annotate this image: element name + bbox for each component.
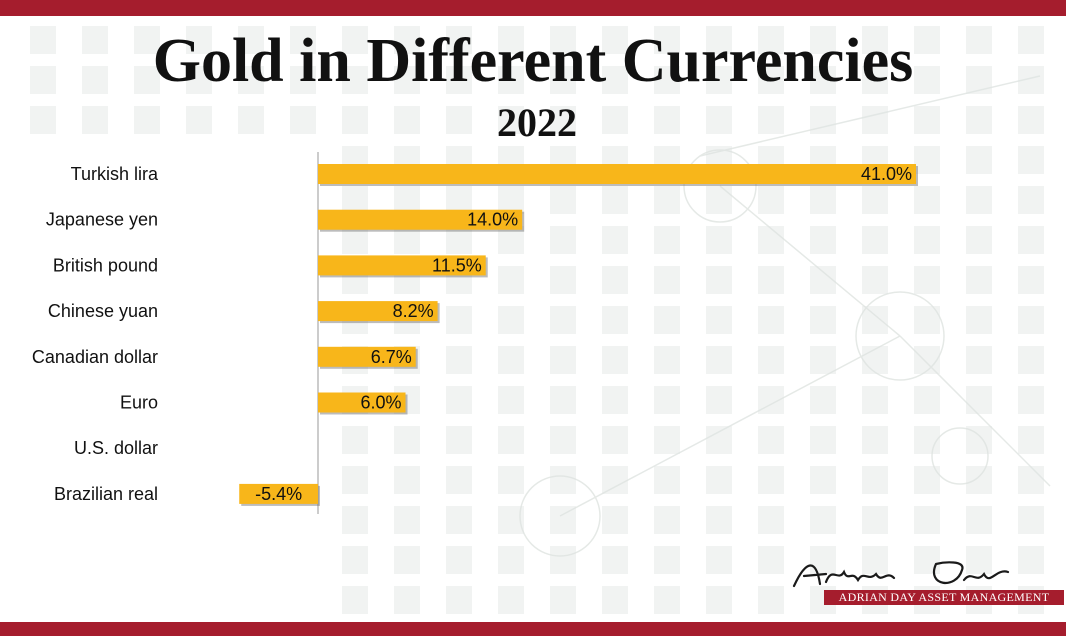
value-label: -5.4%	[255, 484, 302, 504]
category-label: Japanese yen	[46, 210, 158, 230]
bar-chart: Turkish lira 41.0% Japanese yen 14.0% Britis…	[32, 152, 918, 514]
category-label: Canadian dollar	[32, 347, 158, 367]
bar	[318, 301, 438, 322]
bar	[318, 209, 523, 230]
bar	[318, 255, 486, 276]
chart-subtitle: 2022	[497, 100, 577, 145]
value-label: 8.2%	[393, 301, 434, 321]
background-pattern	[30, 26, 1051, 614]
bar	[318, 346, 416, 367]
value-label: 11.5%	[432, 255, 482, 275]
chart-title: Gold in Different Currencies	[152, 27, 914, 95]
category-label: Turkish lira	[71, 164, 159, 184]
bar	[239, 483, 318, 504]
category-label: British pound	[53, 255, 158, 275]
company-logo: ADRIAN DAY ASSET MANAGEMENT	[780, 556, 1064, 606]
category-label: U.S. dollar	[74, 438, 158, 458]
bar	[318, 164, 916, 184]
category-label: Chinese yuan	[48, 301, 158, 321]
category-label: Euro	[120, 393, 158, 413]
value-label: 6.0%	[360, 393, 401, 413]
value-label: 6.7%	[371, 347, 412, 367]
bar	[318, 392, 406, 413]
value-label: 14.0%	[467, 210, 518, 230]
value-label: 41.0%	[861, 164, 912, 184]
category-label: Brazilian real	[54, 484, 158, 504]
bottom-band	[0, 622, 1066, 636]
company-name-banner: ADRIAN DAY ASSET MANAGEMENT	[824, 590, 1064, 605]
top-band	[0, 0, 1066, 16]
signature-logo	[792, 561, 1010, 588]
